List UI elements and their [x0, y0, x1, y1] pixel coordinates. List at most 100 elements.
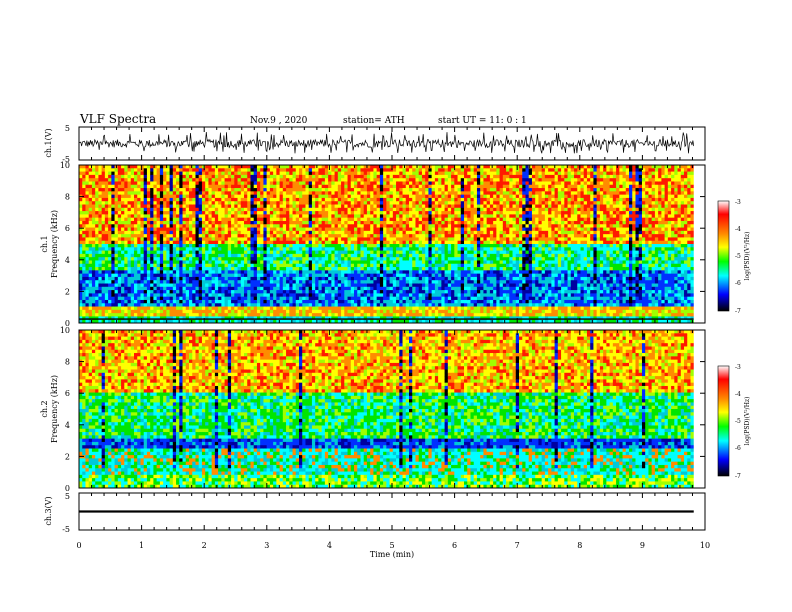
spectrogram-cell: [111, 204, 115, 209]
spectrogram-cell: [218, 293, 222, 298]
spectrogram-cell: [150, 247, 154, 251]
spectrogram-cell: [292, 188, 297, 192]
spectrogram-cell: [402, 290, 407, 294]
spectrogram-cell: [360, 237, 365, 242]
spectrogram-cell: [182, 165, 187, 169]
spectrogram-cell: [247, 168, 251, 172]
spectrogram-cell: [337, 171, 342, 176]
spectrogram-cell: [260, 306, 264, 311]
spectrogram-cell: [214, 168, 219, 172]
spectrogram-cell: [179, 181, 183, 186]
spectrogram-cell: [295, 204, 300, 209]
spectrogram-cell: [231, 168, 235, 172]
spectrogram-cell: [85, 244, 90, 248]
spectrogram-cell: [208, 240, 213, 245]
spectrogram-cell: [156, 207, 161, 212]
spectrogram-cell: [137, 316, 141, 321]
spectrogram-cell: [185, 309, 190, 314]
spectrogram-cell: [256, 244, 261, 248]
spectrogram-cell: [315, 250, 319, 255]
spectrogram-cell: [127, 306, 132, 311]
spectrogram-cell: [143, 267, 148, 271]
spectrogram-cell: [373, 201, 378, 205]
spectrogram-cell: [292, 247, 297, 251]
spectrogram-cell: [360, 234, 365, 238]
spectrogram-cell: [337, 267, 342, 271]
spectrogram-cell: [263, 290, 268, 294]
spectrogram-cell: [292, 250, 297, 255]
spectrogram-cell: [108, 211, 112, 215]
spectrogram-cell: [276, 250, 280, 255]
spectrogram-cell: [363, 270, 368, 275]
spectrogram-cell: [373, 303, 378, 307]
spectrogram-cell: [231, 204, 235, 209]
spectrogram-cell: [208, 247, 213, 251]
spectrogram-cell: [198, 306, 203, 311]
spectrogram-cell: [334, 296, 339, 301]
spectrogram-cell: [263, 207, 268, 212]
spectrogram-cell: [205, 201, 209, 205]
spectrogram-cell: [95, 296, 99, 301]
spectrogram-cell: [256, 270, 261, 275]
spectrogram-cell: [198, 286, 203, 291]
spectrogram-cell: [299, 267, 303, 271]
spectrogram-cell: [205, 188, 209, 192]
spectrogram-cell: [211, 234, 216, 238]
spectrogram-cell: [150, 214, 154, 219]
spectrogram-cell: [302, 240, 306, 245]
spectrogram-cell: [224, 293, 229, 298]
spectrogram-cell: [396, 220, 400, 225]
spectrogram-cell: [166, 214, 170, 219]
spectrogram-cell: [218, 214, 222, 219]
spectrogram-cell: [205, 299, 209, 304]
spectrogram-cell: [172, 240, 177, 245]
spectrogram-cell: [379, 188, 384, 192]
spectrogram-cell: [256, 319, 261, 324]
spectrogram-cell: [169, 283, 174, 288]
spectrogram-cell: [308, 270, 313, 275]
spectrogram-cell: [379, 174, 384, 179]
spectrogram-cell: [405, 197, 410, 202]
spectrogram-cell: [234, 214, 238, 219]
spectrogram-cell: [341, 171, 345, 176]
spectrogram-cell: [386, 224, 391, 228]
spectrogram-cell: [366, 319, 371, 324]
spectrogram-cell: [341, 165, 345, 169]
spectrogram-cell: [85, 257, 90, 261]
spectrogram-cell: [163, 290, 167, 294]
spectrogram-cell: [146, 240, 151, 245]
spectrogram-cell: [244, 267, 248, 271]
spectrogram-cell: [156, 250, 161, 255]
spectrogram-cell: [156, 178, 161, 182]
spectrogram-cell: [130, 276, 135, 281]
spectrogram-cell: [192, 293, 196, 298]
spectrogram-cell: [227, 253, 232, 258]
spectrogram-cell: [305, 267, 310, 271]
spectrogram-cell: [289, 227, 293, 232]
spectrogram-cell: [263, 204, 268, 209]
spectrogram-cell: [198, 197, 203, 202]
spectrogram-cell: [137, 253, 141, 258]
spectrogram-cell: [134, 260, 138, 265]
spectrogram-cell: [250, 230, 255, 235]
spectrogram-cell: [402, 303, 407, 307]
spectrogram-cell: [124, 201, 128, 205]
spectrogram-cell: [117, 253, 122, 258]
spectrogram-cell: [383, 263, 387, 268]
spectrogram-cell: [221, 227, 225, 232]
spectrogram-cell: [201, 263, 206, 268]
spectrogram-cell: [383, 290, 387, 294]
spectrogram-cell: [205, 214, 209, 219]
spectrogram-cell: [321, 207, 326, 212]
spectrogram-cell: [360, 296, 365, 301]
spectrogram-cell: [127, 204, 132, 209]
spectrogram-cell: [98, 224, 103, 228]
spectrogram-cell: [121, 306, 125, 311]
spectrogram-cell: [121, 214, 125, 219]
spectrogram-cell: [308, 181, 313, 186]
spectrogram-cell: [218, 188, 222, 192]
spectrogram-cell: [266, 237, 271, 242]
spectrogram-cell: [276, 267, 280, 271]
spectrogram-cell: [279, 184, 284, 189]
spectrogram-cell: [383, 178, 387, 182]
